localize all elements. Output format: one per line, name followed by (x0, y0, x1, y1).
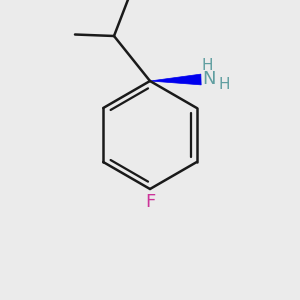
Polygon shape (150, 74, 201, 85)
Text: H: H (218, 76, 230, 92)
Text: H: H (201, 58, 213, 74)
Text: N: N (203, 70, 216, 88)
Text: F: F (145, 193, 155, 211)
